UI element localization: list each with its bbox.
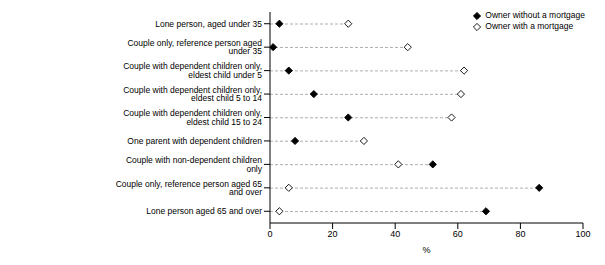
html-text:Owner with a mortgage: Owner with a mortgage [485, 21, 574, 31]
svg-text:Couple with dependent children: Couple with dependent children only,elde… [123, 61, 262, 79]
svg-text:Couple with dependent children: Couple with dependent children only,elde… [123, 108, 262, 127]
html-text:Owner without a mortgage: Owner without a mortgage [485, 10, 585, 20]
svg-text:One parent with dependent chil: One parent with dependent children [127, 136, 262, 146]
svg-text:Lone person, aged under 35: Lone person, aged under 35 [155, 19, 262, 29]
svg-text:20: 20 [328, 229, 338, 239]
svg-text:100: 100 [575, 229, 590, 239]
svg-text:0: 0 [267, 229, 272, 239]
svg-text:Couple only, reference person: Couple only, reference person agedunder … [127, 38, 262, 56]
svg-text:Couple with non-dependent chil: Couple with non-dependent childrenonly [126, 155, 263, 174]
svg-text:40: 40 [390, 229, 400, 239]
svg-text:%: % [422, 245, 430, 255]
svg-text:Couple with dependent children: Couple with dependent children only,elde… [123, 85, 262, 104]
svg-text:Couple only, reference person: Couple only, reference person aged 65and… [116, 179, 263, 198]
svg-text:Lone person aged 65 and over: Lone person aged 65 and over [146, 206, 262, 216]
svg-text:60: 60 [453, 229, 463, 239]
svg-text:80: 80 [515, 229, 525, 239]
